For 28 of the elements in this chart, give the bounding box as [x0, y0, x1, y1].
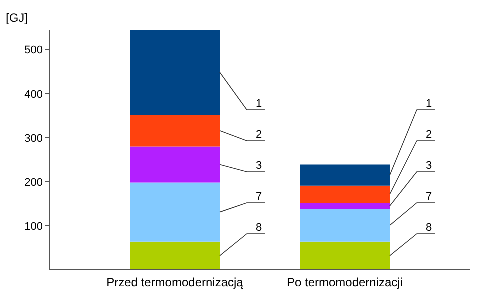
y-tick-label: 300	[24, 132, 43, 145]
bar	[130, 182, 220, 242]
y-tick-label: 500	[24, 44, 43, 57]
y-tick-label: 200	[24, 176, 43, 189]
bar	[300, 164, 390, 186]
bar	[300, 242, 390, 270]
text: 8	[426, 222, 432, 234]
text: 1	[256, 98, 262, 110]
x-tick-label: Przed termomodernizacją	[106, 276, 244, 290]
y-tick-label: 400	[24, 88, 43, 101]
bar	[300, 203, 390, 210]
text: 3	[256, 160, 262, 172]
bar	[130, 30, 220, 115]
text: 1	[426, 98, 432, 110]
text: 2	[426, 129, 432, 141]
text: 8	[256, 222, 262, 234]
y-tick-label: 100	[24, 220, 43, 233]
y-axis-title: [GJ]	[6, 11, 28, 25]
bar	[300, 209, 390, 242]
bar	[130, 114, 220, 147]
x-tick-label: Po termomodernizacji	[286, 276, 404, 290]
text: 2	[256, 129, 262, 141]
text: 3	[426, 160, 432, 172]
text: 7	[426, 191, 432, 203]
bar	[300, 186, 390, 204]
bar	[130, 146, 220, 183]
bar	[130, 242, 220, 270]
text: 7	[256, 191, 262, 203]
